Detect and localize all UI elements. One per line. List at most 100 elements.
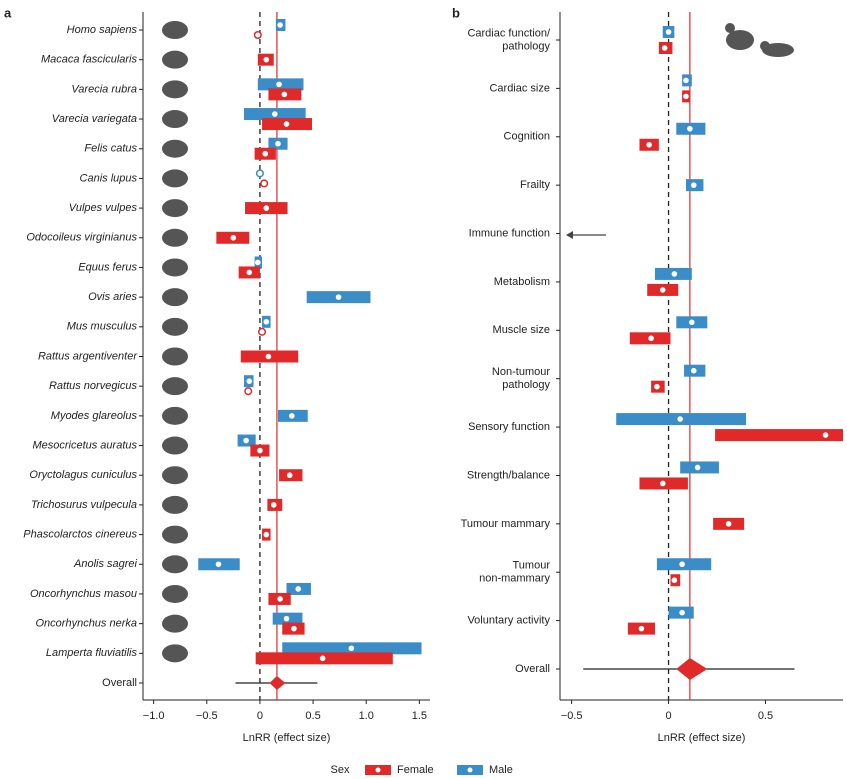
category-label: Frailty [520, 179, 550, 191]
estimate-point [253, 30, 262, 40]
legend-label: Male [489, 764, 513, 776]
category-label: Cardiac function/ [467, 27, 550, 39]
estimate-point [283, 121, 290, 127]
estimate-point [257, 447, 263, 454]
category-label: Overall [102, 677, 137, 689]
category-label: Sensory function [468, 421, 550, 433]
estimate-point [230, 234, 237, 241]
estimate-point [671, 271, 678, 277]
estimate-point [671, 577, 678, 584]
category-label: Macaca fascicularis [41, 54, 137, 66]
estimate-point [677, 416, 683, 422]
x-tick-label: 0.5 [305, 710, 320, 722]
animal-icon [162, 644, 188, 663]
estimate-point [289, 413, 295, 419]
category-label: Oncorhynchus masou [30, 588, 137, 600]
animal-icon [162, 347, 188, 366]
category-label: pathology [502, 379, 550, 391]
category-label: Canis lupus [80, 172, 138, 184]
x-tick-label: 1.5 [412, 710, 427, 722]
category-label: Metabolism [494, 276, 550, 288]
x-tick-label: 0 [257, 710, 263, 722]
category-label: Overall [515, 663, 550, 675]
category-label: Strength/balance [467, 469, 550, 481]
animal-icon [162, 110, 188, 129]
category-label: Varecia rubra [71, 83, 137, 95]
category-label: Cardiac size [489, 82, 550, 94]
estimate-point [291, 625, 297, 632]
estimate-point [335, 294, 342, 300]
category-label: Immune function [469, 227, 550, 239]
category-label: Lamperta fluviatilis [46, 647, 138, 659]
estimate-point [260, 179, 269, 188]
animal-icon [162, 406, 188, 425]
category-label: non-mammary [479, 573, 550, 585]
estimate-point [246, 269, 253, 276]
estimate-point [683, 77, 689, 84]
estimate-point [272, 111, 278, 117]
x-tick-label: 1.0 [359, 710, 374, 722]
estimate-point [319, 655, 326, 662]
estimate-point [679, 561, 685, 568]
animal-icon [162, 169, 188, 188]
category-label: Anolis sagrei [73, 558, 138, 570]
animal-icon [162, 258, 188, 277]
animal-icon [162, 199, 188, 218]
animal-icon [162, 495, 188, 514]
category-label: Cognition [504, 131, 550, 143]
category-label: Vulpes vulpes [69, 202, 138, 214]
category-label: Rattus argentiventer [38, 350, 138, 362]
estimate-point [648, 335, 654, 342]
estimate-point [822, 432, 829, 438]
category-label: Varecia variegata [52, 113, 137, 125]
animal-icon [162, 584, 188, 603]
x-tick-label: −1.0 [143, 710, 165, 722]
estimate-point [295, 586, 301, 592]
category-label: Mesocricetus auratus [32, 439, 137, 451]
estimate-point [277, 596, 283, 602]
animal-icon [162, 525, 188, 544]
category-label: Phascolarctos cinereus [23, 528, 137, 540]
estimate-point [265, 353, 272, 360]
legend-label: Female [397, 764, 434, 776]
x-tick-label: −0.5 [561, 710, 583, 722]
estimate-point [679, 609, 685, 616]
category-label: Voluntary activity [467, 615, 550, 627]
animal-icon [162, 50, 188, 69]
estimate-point [215, 561, 222, 568]
panel-label: a [4, 5, 12, 20]
category-label: Ovis aries [88, 291, 137, 303]
category-label: Tumour [513, 560, 551, 572]
animal-icon [162, 139, 188, 158]
estimate-point [638, 625, 645, 632]
estimate-point [687, 125, 693, 132]
estimate-point [654, 383, 660, 390]
x-axis-label: LnRR (effect size) [658, 732, 746, 744]
x-tick-label: 0.5 [758, 710, 773, 722]
estimate-point [659, 287, 666, 293]
animal-icon [162, 466, 188, 485]
animal-icon [162, 80, 188, 99]
category-label: Equus ferus [78, 261, 137, 273]
overall-diamond [269, 676, 286, 690]
estimate-point [243, 437, 249, 444]
estimate-point [263, 56, 270, 63]
estimate-point [348, 645, 355, 652]
estimate-point [270, 502, 277, 508]
category-label: Trichosurus vulpecula [31, 499, 137, 511]
legend-dot [467, 767, 473, 773]
animal-icon [162, 288, 188, 307]
estimate-point [276, 81, 282, 88]
estimate-point [263, 205, 270, 211]
estimate-point [258, 327, 267, 336]
estimate-point [263, 319, 270, 325]
overall-diamond [676, 658, 708, 680]
estimate-point [286, 472, 293, 479]
estimate-point [659, 480, 666, 487]
estimate-point [694, 464, 701, 471]
estimate-point [661, 45, 668, 51]
category-label: Myodes glareolus [51, 410, 138, 422]
x-tick-label: 0 [665, 710, 671, 722]
x-tick-label: −0.5 [196, 710, 218, 722]
